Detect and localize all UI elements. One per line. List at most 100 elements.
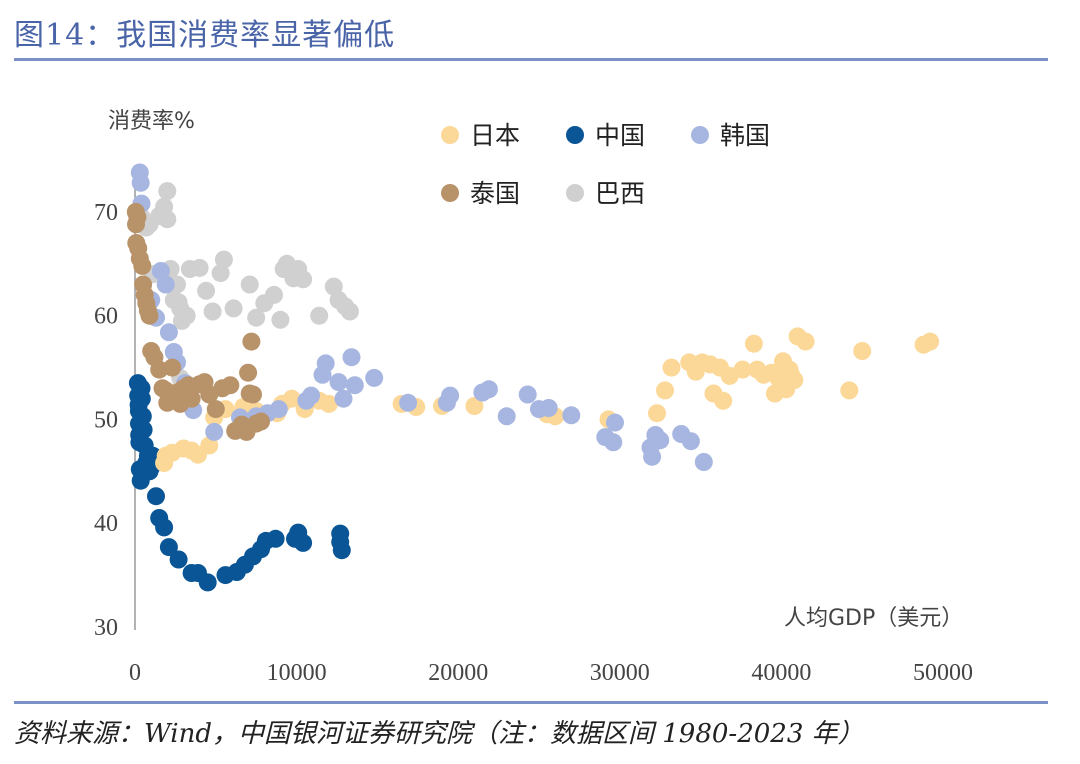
- point-巴西: [211, 264, 230, 283]
- point-韩国: [606, 413, 624, 432]
- point-巴西: [158, 210, 177, 229]
- top-divider: [14, 58, 1048, 61]
- point-日本: [840, 381, 859, 400]
- legend-marker-日本: [441, 126, 459, 144]
- legend-label-巴西: 巴西: [595, 179, 645, 208]
- point-巴西: [265, 285, 283, 304]
- point-巴西: [197, 281, 216, 300]
- point-韩国: [497, 407, 516, 426]
- point-中国: [198, 573, 217, 592]
- point-中国: [155, 518, 174, 537]
- point-中国: [134, 420, 153, 439]
- point-韩国: [681, 432, 700, 451]
- point-韩国: [539, 399, 558, 417]
- point-巴西: [240, 275, 259, 294]
- point-中国: [169, 550, 188, 569]
- legend-label-日本: 日本: [470, 121, 520, 150]
- point-巴西: [203, 302, 222, 321]
- point-巴西: [158, 182, 177, 201]
- point-韩国: [269, 400, 288, 419]
- point-泰国: [252, 412, 270, 431]
- point-中国: [133, 407, 152, 426]
- x-tick-40000: 40000: [751, 660, 811, 686]
- point-巴西: [190, 258, 209, 277]
- point-韩国: [205, 422, 224, 441]
- point-韩国: [441, 386, 460, 405]
- point-巴西: [224, 299, 243, 318]
- point-巴西: [324, 277, 343, 296]
- point-韩国: [316, 354, 335, 373]
- point-日本: [733, 360, 752, 379]
- point-日本: [796, 332, 815, 351]
- legend-marker-巴西: [566, 184, 584, 202]
- y-tick-30: 30: [94, 615, 118, 641]
- point-巴西: [310, 306, 329, 325]
- point-泰国: [163, 358, 182, 377]
- data-points: [126, 163, 940, 592]
- source-note: 资料来源：Wind，中国银河证券研究院（注：数据区间 1980-2023 年）: [14, 719, 864, 749]
- point-韩国: [562, 406, 581, 425]
- point-泰国: [239, 363, 258, 382]
- x-tick-50000: 50000: [913, 660, 973, 686]
- point-韩国: [518, 385, 537, 404]
- point-日本: [648, 404, 666, 423]
- y-tick-labels: 30 40 50 60 70: [94, 200, 118, 641]
- x-tick-30000: 30000: [590, 660, 650, 686]
- figure-title: 图14：我国消费率显著偏低: [14, 18, 396, 53]
- point-韩国: [604, 433, 623, 452]
- point-韩国: [643, 447, 662, 466]
- point-韩国: [365, 368, 384, 387]
- point-韩国: [159, 323, 178, 342]
- point-中国: [159, 538, 178, 557]
- point-日本: [714, 391, 733, 410]
- y-tick-50: 50: [94, 407, 118, 433]
- legend-marker-中国: [566, 126, 584, 144]
- y-axis-label: 消费率%: [108, 109, 195, 134]
- point-泰国: [133, 256, 152, 275]
- point-韩国: [156, 275, 175, 294]
- point-巴西: [214, 250, 233, 269]
- point-泰国: [140, 306, 159, 325]
- point-巴西: [177, 306, 196, 325]
- point-泰国: [242, 332, 261, 351]
- point-韩国: [302, 386, 321, 405]
- point-泰国: [206, 400, 225, 419]
- point-日本: [282, 389, 301, 408]
- point-巴西: [340, 302, 359, 321]
- point-泰国: [182, 389, 201, 408]
- point-韩国: [694, 453, 713, 471]
- point-日本: [853, 342, 872, 360]
- y-tick-70: 70: [94, 200, 118, 226]
- legend-marker-泰国: [441, 184, 459, 202]
- point-韩国: [479, 380, 498, 399]
- x-tick-0: 0: [129, 660, 141, 686]
- point-韩国: [334, 389, 353, 408]
- x-axis-label: 人均GDP（美元）: [784, 606, 963, 631]
- point-巴西: [247, 308, 266, 327]
- point-中国: [332, 541, 351, 560]
- point-日本: [744, 334, 763, 353]
- point-巴西: [271, 310, 290, 329]
- point-中国: [266, 529, 285, 548]
- point-泰国: [128, 208, 147, 227]
- point-中国: [132, 389, 151, 408]
- point-韩国: [329, 373, 348, 392]
- point-中国: [147, 487, 165, 506]
- bottom-divider: [14, 701, 1048, 704]
- point-泰国: [221, 376, 240, 395]
- point-巴西: [294, 270, 313, 289]
- point-泰国: [237, 422, 256, 441]
- point-韩国: [342, 348, 361, 367]
- point-韩国: [651, 431, 670, 450]
- point-日本: [465, 397, 484, 415]
- point-韩国: [131, 173, 150, 192]
- y-tick-40: 40: [94, 511, 118, 537]
- legend-marker-韩国: [691, 126, 709, 144]
- legend-label-泰国: 泰国: [470, 179, 520, 208]
- point-韩国: [399, 393, 418, 412]
- legend-label-中国: 中国: [595, 121, 645, 150]
- point-韩国: [151, 262, 170, 280]
- x-tick-20000: 20000: [428, 660, 488, 686]
